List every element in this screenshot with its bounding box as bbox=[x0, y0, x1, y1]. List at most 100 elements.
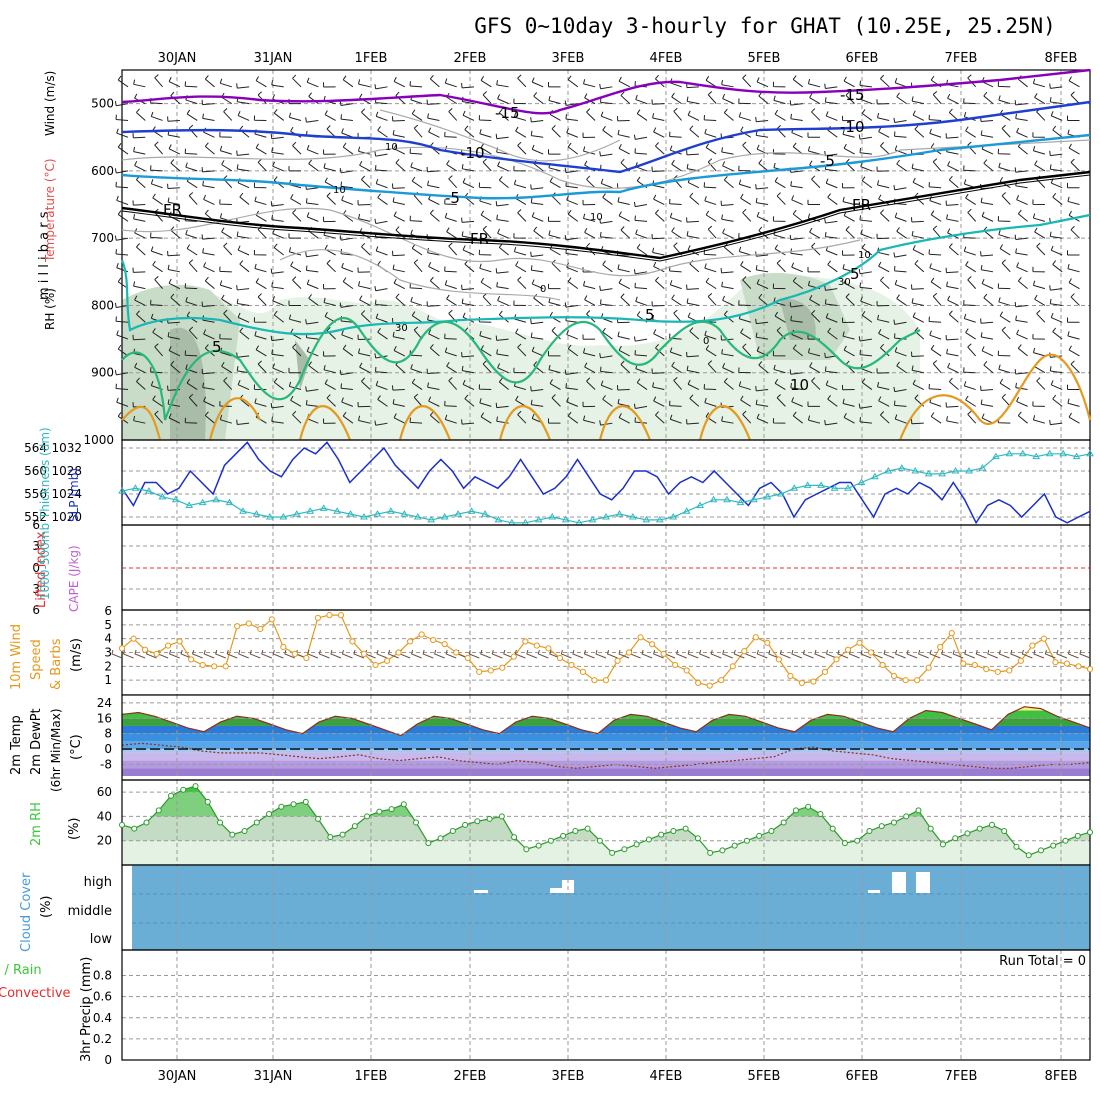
wind-barb bbox=[880, 276, 890, 290]
wind-barb bbox=[655, 74, 665, 88]
wind-barb bbox=[551, 125, 561, 138]
thickness-point bbox=[212, 495, 220, 503]
temp-label1: 2m Temp bbox=[9, 715, 24, 775]
thickness-point bbox=[346, 510, 355, 517]
thickness-point bbox=[736, 498, 745, 506]
wind-point bbox=[314, 614, 322, 622]
wind-barb bbox=[620, 226, 631, 239]
wind-barb bbox=[600, 178, 613, 189]
thickness-point bbox=[1032, 452, 1041, 460]
wind10-barb bbox=[895, 649, 906, 659]
wind-barb bbox=[428, 127, 440, 138]
wind-barb bbox=[566, 195, 578, 206]
wind-barb bbox=[738, 179, 751, 189]
wind-barb bbox=[1032, 132, 1045, 138]
wind-barb bbox=[983, 361, 994, 374]
y-tick-0: 500 bbox=[91, 97, 114, 111]
wind-barb bbox=[219, 199, 232, 206]
wind-barb bbox=[704, 196, 717, 206]
wind-tick-5: 1 bbox=[104, 673, 112, 687]
wind-barb bbox=[896, 227, 907, 239]
wind-barb bbox=[202, 382, 215, 391]
wind10-barb bbox=[422, 649, 434, 659]
wind-barb bbox=[947, 295, 959, 306]
wind-barb bbox=[115, 114, 129, 121]
wind-barb bbox=[634, 148, 648, 155]
contour-label-11: 10 bbox=[858, 250, 871, 261]
wind-barb bbox=[617, 116, 630, 122]
wind-barb bbox=[807, 199, 820, 206]
wind-barb bbox=[461, 298, 475, 306]
wind-point bbox=[510, 653, 517, 660]
wind-barb bbox=[758, 159, 769, 172]
wind-barb bbox=[223, 377, 233, 390]
wind-barb bbox=[983, 226, 994, 239]
wind-barb bbox=[792, 209, 804, 222]
wind-barb bbox=[548, 82, 561, 88]
wind-barb bbox=[860, 161, 873, 172]
wind-barb bbox=[861, 243, 873, 256]
rh-point bbox=[290, 801, 297, 808]
wind-barb bbox=[911, 365, 924, 374]
contour-label-10: 10 bbox=[333, 185, 346, 196]
wind-barb bbox=[548, 283, 561, 290]
wind-barb bbox=[894, 400, 907, 407]
wind-barb bbox=[738, 165, 751, 172]
thickness-point bbox=[373, 510, 382, 517]
wind-point bbox=[625, 649, 633, 656]
wind-barb bbox=[395, 293, 406, 306]
wind-barb bbox=[947, 93, 959, 105]
wind-barb bbox=[411, 109, 423, 121]
wind10-barb bbox=[583, 649, 595, 659]
wind-barb bbox=[134, 228, 146, 239]
wind-barb bbox=[446, 361, 457, 374]
chart-title: GFS 0~10day 3-hourly for GHAT (10.25E, 2… bbox=[474, 14, 1056, 38]
dewpoint-line bbox=[121, 742, 1091, 769]
wind-barb bbox=[582, 401, 596, 408]
wind-barb bbox=[202, 180, 215, 189]
wind-barb bbox=[876, 99, 890, 105]
wind-barb bbox=[513, 300, 526, 306]
wind-barb bbox=[257, 293, 267, 306]
isotach-3 bbox=[379, 109, 621, 162]
wind10-barb bbox=[906, 649, 918, 659]
wind-barb bbox=[634, 282, 648, 290]
wind-barb bbox=[655, 142, 665, 155]
wind-barb bbox=[842, 196, 855, 206]
cloud-cover-panel: high middle low bbox=[68, 864, 1091, 951]
thickness-point bbox=[830, 484, 839, 491]
wind-barb bbox=[461, 82, 475, 89]
wind-barb bbox=[517, 410, 527, 424]
wind-barb bbox=[461, 352, 475, 358]
wind-barb bbox=[635, 94, 648, 105]
wind-barb bbox=[184, 148, 198, 155]
thickness-point bbox=[239, 507, 247, 514]
rh-tick-2: 20 bbox=[97, 834, 112, 848]
wind-barb bbox=[480, 277, 492, 290]
wind-barb bbox=[358, 79, 371, 88]
wind-barb bbox=[998, 364, 1011, 374]
wind-barb bbox=[479, 330, 492, 340]
thickness-point bbox=[844, 484, 852, 491]
wind-barb bbox=[290, 194, 302, 205]
wind-barb bbox=[669, 212, 682, 222]
wind10-barb bbox=[1033, 649, 1045, 659]
wind-barb bbox=[201, 234, 215, 240]
wind-barb bbox=[981, 346, 994, 357]
wind-point bbox=[1063, 660, 1071, 667]
wind-barb bbox=[495, 268, 509, 274]
wind-barb bbox=[496, 147, 509, 155]
wind-point bbox=[787, 672, 794, 680]
slp-line bbox=[121, 441, 1091, 525]
right-tick-3: 1020 bbox=[51, 510, 82, 524]
wind-barb bbox=[116, 128, 129, 138]
contour-label-2: -10 bbox=[840, 118, 865, 136]
wind-barb bbox=[861, 310, 873, 323]
wind-barb bbox=[201, 301, 215, 307]
wind-barb bbox=[686, 365, 699, 374]
wind-barb bbox=[911, 163, 924, 172]
rh-point bbox=[180, 786, 187, 793]
wind10-barb bbox=[779, 649, 791, 659]
wind-barb bbox=[461, 231, 475, 239]
wind-barb bbox=[651, 99, 665, 105]
